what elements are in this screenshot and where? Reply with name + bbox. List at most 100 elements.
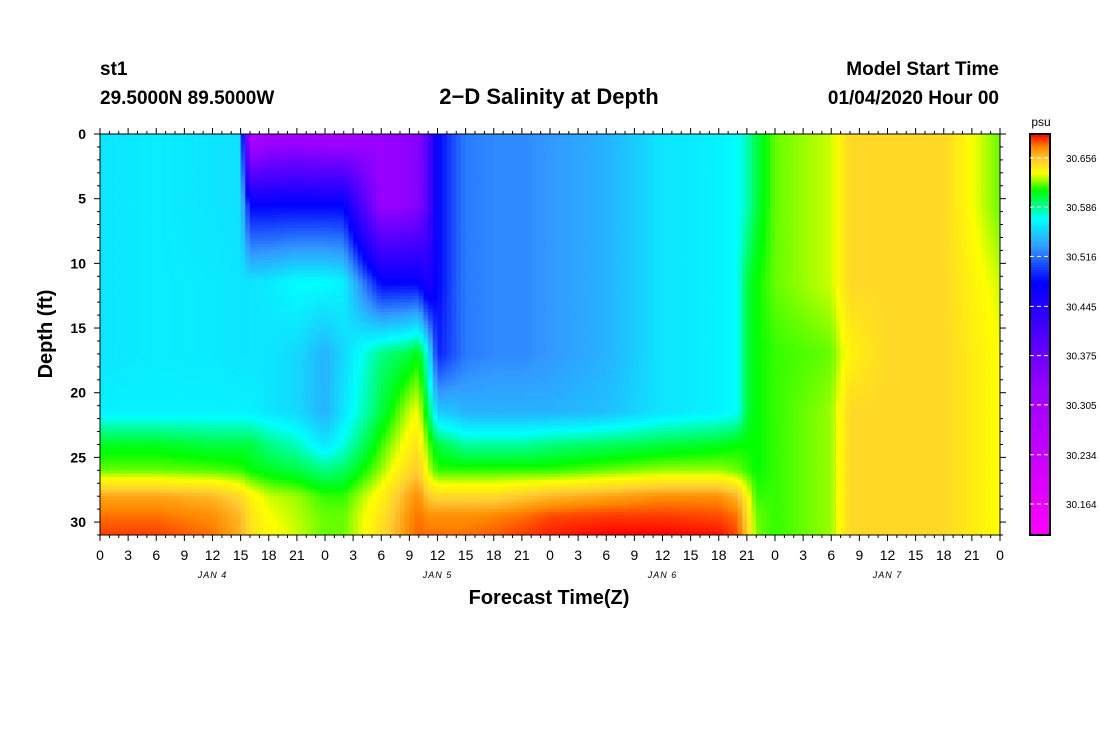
heatmap-cell [193,172,200,177]
heatmap-cell [160,366,167,371]
heatmap-cell [217,347,223,352]
heatmap-cell [203,214,209,219]
heatmap-cell [179,208,185,213]
heatmap-cell [114,522,120,526]
heatmap-cell [156,363,162,368]
heatmap-cell [109,276,115,281]
heatmap-cell [100,480,106,484]
heatmap-cell [198,185,204,190]
heatmap-cell [203,518,209,523]
heatmap-cell [221,318,228,323]
heatmap-cell [193,179,200,184]
heatmap-cell [207,188,214,193]
heatmap-cell [123,285,129,290]
heatmap-cell [109,518,115,523]
heatmap-cell [142,328,148,332]
heatmap-cell [146,470,153,475]
heatmap-cell [146,340,153,345]
heatmap-cell [146,188,153,193]
heatmap-cell [217,179,223,184]
heatmap-cell [132,176,139,180]
heatmap-cell [184,179,190,184]
heatmap-cell [132,227,139,232]
heatmap-cell [217,405,223,410]
heatmap-cell [128,295,134,300]
heatmap-cell [137,308,143,313]
heatmap-cell [137,437,143,442]
heatmap-cell [100,182,106,187]
heatmap-cell [142,305,148,310]
heatmap-cell [165,370,171,374]
heatmap-cell [118,227,125,232]
heatmap-cell [198,528,204,533]
heatmap-cell [170,350,176,355]
heatmap-cell [207,218,214,222]
heatmap-cell [175,169,181,174]
heatmap-cell [184,340,190,345]
heatmap-cell [132,379,139,384]
heatmap-cell [114,431,120,436]
heatmap-cell [156,499,162,504]
heatmap-cell [193,370,200,374]
heatmap-cell [142,366,148,371]
heatmap-cell [151,234,157,239]
heatmap-cell [221,405,228,410]
heatmap-cell [128,499,134,504]
heatmap-cell [109,273,115,277]
heatmap-cell [128,425,134,429]
heatmap-cell [207,282,214,287]
heatmap-cell [104,285,110,290]
heatmap-cell [198,444,204,449]
heatmap-cell [198,231,204,235]
heatmap-cell [175,143,181,148]
heatmap-cell [123,201,129,206]
heatmap-cell [212,153,218,158]
heatmap-cell [146,250,153,255]
heatmap-cell [184,198,190,203]
heatmap-cell [104,518,110,523]
heatmap-cell [179,214,185,219]
heatmap-cell [100,457,106,462]
heatmap-cell [104,383,110,387]
heatmap-cell [212,347,218,352]
heatmap-cell [212,463,218,468]
heatmap-cell [165,179,171,184]
heatmap-cell [217,318,223,323]
heatmap-cell [207,146,214,151]
heatmap-cell [100,454,106,458]
heatmap-cell [109,282,115,287]
heatmap-cell [217,373,223,378]
heatmap-cell [165,347,171,352]
heatmap-cell [165,176,171,180]
heatmap-cell [189,321,195,326]
heatmap-cell [132,302,139,306]
heatmap-cell [100,463,106,468]
heatmap-cell [179,143,185,148]
heatmap-cell [203,363,209,368]
heatmap-cell [217,389,223,394]
heatmap-cell [100,221,106,226]
heatmap-cell [123,159,129,164]
heatmap-cell [198,470,204,475]
heatmap-cell [118,522,125,526]
heatmap-cell [100,318,106,323]
heatmap-cell [217,243,223,248]
heatmap-cell [100,269,106,274]
heatmap-cell [137,463,143,468]
heatmap-cell [175,295,181,300]
heatmap-cell [100,188,106,193]
heatmap-cell [179,256,185,261]
heatmap-cell [109,205,115,209]
heatmap-cell [189,340,195,345]
heatmap-cell [118,415,125,420]
heatmap-cell [217,350,223,355]
heatmap-cell [128,395,134,400]
heatmap-cell [123,454,129,458]
heatmap-cell [114,405,120,410]
heatmap-cell [118,311,125,316]
heatmap-cell [179,480,185,484]
heatmap-cell [189,285,195,290]
heatmap-cell [184,360,190,365]
heatmap-cell [193,137,200,142]
heatmap-cell [109,528,115,533]
